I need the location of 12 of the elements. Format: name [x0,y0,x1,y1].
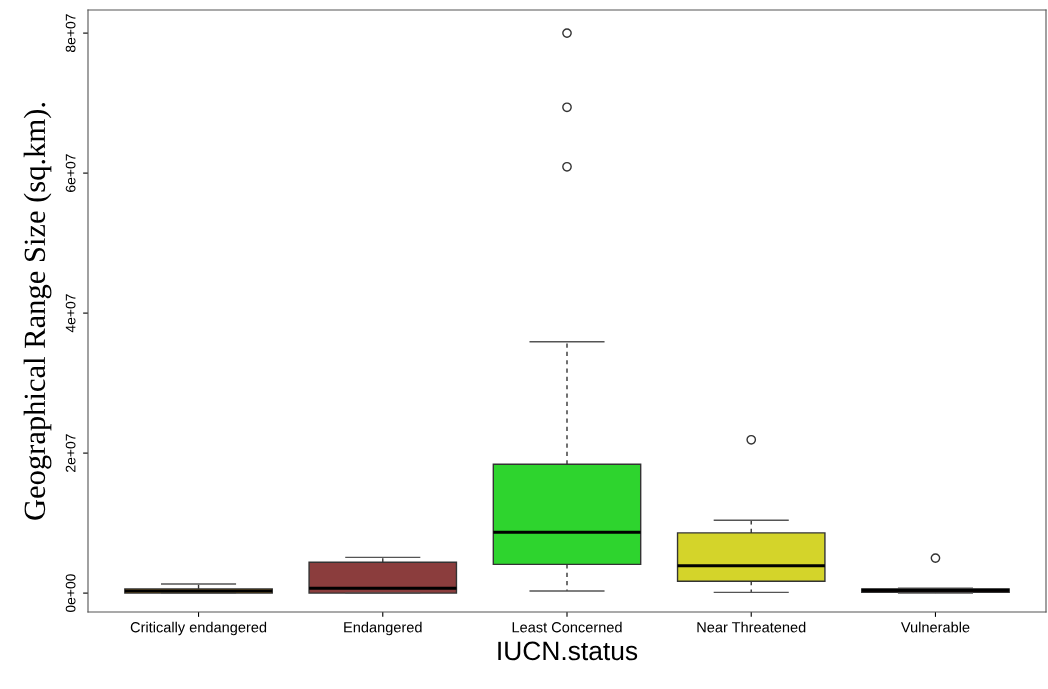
x-tick-label: Critically endangered [130,621,267,636]
y-tick-label: 4e+07 [65,294,76,333]
x-axis-title: IUCN.status [498,641,638,661]
y-tick-label: 2e+07 [65,434,76,472]
y-tick-label: 6e+07 [65,154,76,192]
x-tick-label: Endangered [344,621,422,636]
y-tick-label: 0e+00 [65,574,76,613]
x-tick-label: Vulnerable [900,621,970,633]
x-tick-label: Near Threatened [697,621,806,633]
y-axis-title: Geographical Range Size (sq.km). [23,103,52,520]
y-tick-label: 8e+07 [65,14,76,52]
x-tick-label: Least Concerned [512,621,622,633]
